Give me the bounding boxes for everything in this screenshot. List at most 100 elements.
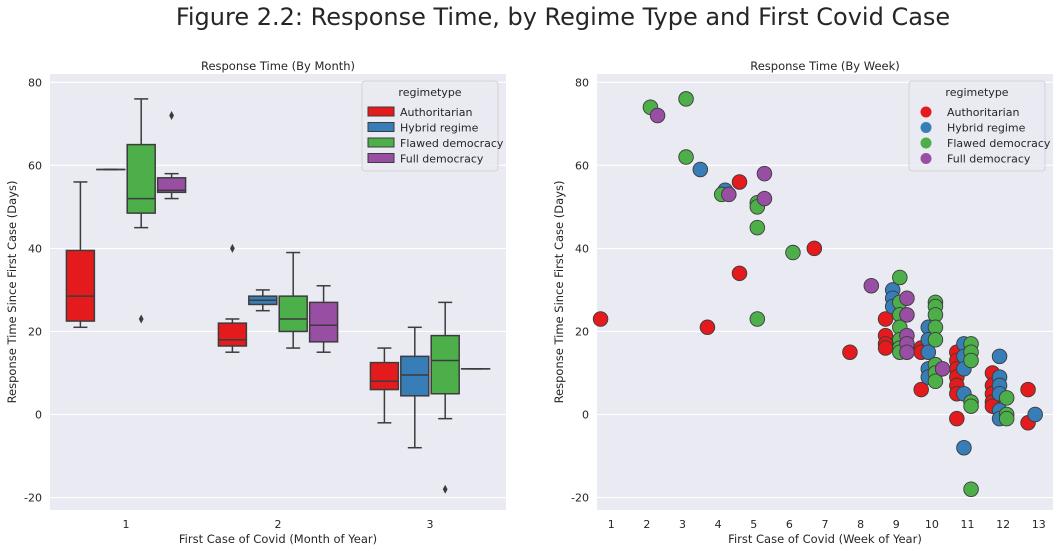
legend-marker-full-democracy xyxy=(920,153,932,164)
legend-week: regimetype Authoritarian Hybrid regime Flaw… xyxy=(908,80,1051,172)
point-flawed-democracy xyxy=(785,244,801,261)
y-tick-label: 60 xyxy=(575,159,589,172)
legend-marker-flawed-democracy xyxy=(920,137,932,149)
box-body xyxy=(400,355,430,397)
legend-title: regimetype xyxy=(398,86,461,99)
outlier-point xyxy=(230,243,235,253)
point-flawed-democracy xyxy=(892,269,908,286)
x-tick-label: 3 xyxy=(427,518,434,531)
ticks-month: -20 0 20 40 60 80 1 2 3 xyxy=(24,76,433,531)
x-tick-label: 3 xyxy=(679,518,686,531)
x-tick-label: 1 xyxy=(123,518,130,531)
y-tick-label: -20 xyxy=(571,492,589,505)
legend-swatch-full-democracy xyxy=(367,153,395,163)
point-authoritarian xyxy=(949,410,965,427)
legend-label-hybrid-regime: Hybrid regime xyxy=(400,122,479,135)
legend-swatch-flawed-democracy xyxy=(367,137,395,148)
box-flawed-democracy-2 xyxy=(278,251,308,349)
chart-title-month: Response Time (By Month) xyxy=(201,59,355,73)
box-body xyxy=(369,361,400,391)
point-hybrid-regime xyxy=(991,348,1008,365)
point-full-democracy xyxy=(756,190,773,207)
legend-frame xyxy=(908,80,1046,172)
point-full-democracy xyxy=(899,307,915,323)
point-hybrid-regime xyxy=(956,439,972,456)
point-full-democracy xyxy=(863,278,880,294)
x-tick-label: 4 xyxy=(715,518,722,531)
box-full-democracy-1 xyxy=(156,111,187,200)
point-flawed-democracy xyxy=(927,373,944,390)
point-full-democracy xyxy=(899,290,915,306)
point-full-democracy xyxy=(934,361,951,377)
x-tick-label: 5 xyxy=(750,518,757,531)
point-authoritarian xyxy=(731,265,748,282)
x-tick-label: 12 xyxy=(996,518,1010,531)
figure-title: Figure 2.2: Response Time, by Regime Typ… xyxy=(176,3,950,31)
legend-month: regimetype Authoritarian Hybrid regime Flaw… xyxy=(361,80,504,172)
point-flawed-democracy xyxy=(998,410,1015,427)
point-flawed-democracy xyxy=(678,91,694,107)
legend-swatch-authoritarian xyxy=(367,106,395,117)
point-full-democracy xyxy=(756,165,773,182)
point-full-democracy xyxy=(899,344,915,360)
legend-label-authoritarian: Authoritarian xyxy=(400,106,472,119)
point-authoritarian xyxy=(913,381,929,398)
point-flawed-democracy xyxy=(749,311,766,327)
x-axis-label-month: First Case of Covid (Month of Year) xyxy=(179,532,377,546)
legend-label-full-democracy: Full democracy xyxy=(400,153,484,166)
y-tick-label: 60 xyxy=(28,159,42,172)
box-body xyxy=(65,249,96,322)
outlier-point xyxy=(138,314,144,324)
x-axis-label-week: First Case of Covid (Week of Year) xyxy=(728,532,922,546)
point-flawed-democracy xyxy=(749,219,766,236)
box-hybrid-regime-3 xyxy=(400,326,430,449)
point-hybrid-regime xyxy=(692,161,709,178)
point-flawed-democracy xyxy=(998,390,1015,406)
point-flawed-democracy xyxy=(927,332,944,348)
legend-label-authoritarian: Authoritarian xyxy=(947,106,1019,119)
y-tick-label: 0 xyxy=(35,408,42,421)
point-full-democracy xyxy=(721,186,737,203)
legend-label-hybrid-regime: Hybrid regime xyxy=(947,122,1026,135)
x-tick-label: 11 xyxy=(961,518,975,531)
legend-label-flawed-democracy: Flawed democracy xyxy=(400,137,504,150)
box-authoritarian-2 xyxy=(217,243,248,353)
point-flawed-democracy xyxy=(963,352,979,369)
point-authoritarian xyxy=(842,344,858,360)
legend-marker-hybrid-regime xyxy=(920,122,932,133)
y-tick-label: 80 xyxy=(575,76,589,89)
x-tick-label: 7 xyxy=(822,518,829,531)
box-body xyxy=(308,301,339,343)
y-tick-label: 20 xyxy=(28,325,42,338)
x-tick-label: 6 xyxy=(786,518,793,531)
x-tick-label: 10 xyxy=(925,518,939,531)
legend-label-flawed-democracy: Flawed democracy xyxy=(947,137,1051,150)
month-boxplot-panel: -20 0 20 40 60 80 1 2 3 Response Time (By Month)… xyxy=(5,59,506,546)
y-tick-label: 20 xyxy=(575,325,589,338)
y-tick-label: -20 xyxy=(24,492,42,505)
box-body xyxy=(430,334,460,395)
legend-title: regimetype xyxy=(945,86,1008,99)
box-authoritarian-3 xyxy=(369,347,400,424)
x-tick-label: 1 xyxy=(608,518,615,531)
x-tick-label: 13 xyxy=(1032,518,1046,531)
box-authoritarian-1 xyxy=(65,181,96,329)
legend-marker-authoritarian xyxy=(920,106,932,118)
x-tick-label: 2 xyxy=(643,518,650,531)
y-tick-label: 40 xyxy=(28,242,42,255)
point-authoritarian xyxy=(699,319,716,336)
point-hybrid-regime xyxy=(920,344,937,360)
box-flawed-democracy-3 xyxy=(430,301,460,494)
point-authoritarian xyxy=(806,240,823,257)
y-tick-label: 0 xyxy=(582,408,589,421)
legend-frame xyxy=(361,80,499,172)
y-tick-label: 40 xyxy=(575,242,589,255)
point-hybrid-regime xyxy=(1027,406,1043,423)
y-axis-label-week: Response Time Since First Case (Days) xyxy=(552,181,566,404)
point-authoritarian xyxy=(1020,381,1036,398)
point-flawed-democracy xyxy=(963,481,979,497)
outlier-point xyxy=(442,484,448,494)
point-authoritarian xyxy=(731,174,748,190)
